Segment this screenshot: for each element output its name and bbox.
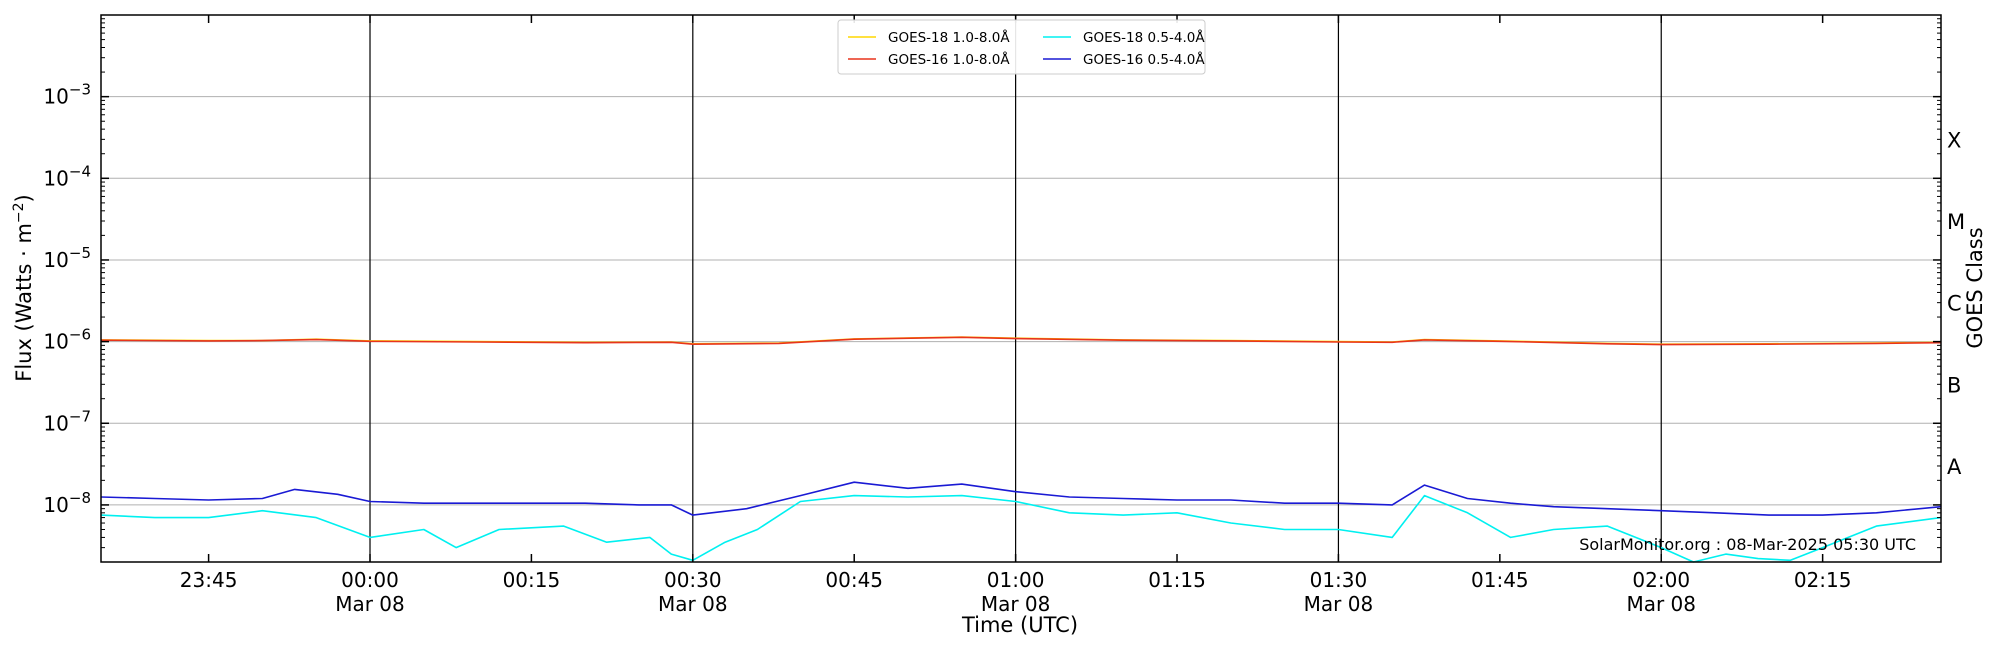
legend-label-3: GOES-16 0.5-4.0Å xyxy=(1083,51,1205,68)
x-tick-label-8: 01:45 xyxy=(1471,568,1529,592)
series-line-2 xyxy=(100,494,1942,563)
goes-class-labels: A B C M X xyxy=(1947,128,1965,479)
x-tick-label-10: 02:15 xyxy=(1794,568,1852,592)
x-tick-label-0: 23:45 xyxy=(180,568,238,592)
goes-class-label-a: A xyxy=(1947,455,1962,479)
y-tick-exponent: −6 xyxy=(69,326,91,344)
y-tick-label-3: 10−5 xyxy=(43,244,91,272)
x-tick-sublabel-3: Mar 08 xyxy=(658,592,728,616)
goes-class-label-b: B xyxy=(1947,373,1961,397)
y-axis-title-close: ) xyxy=(12,194,36,202)
x-tick-label-7: 01:30 xyxy=(1310,568,1368,592)
goes-class-axis-title: GOES Class xyxy=(1963,227,1987,348)
y-axis-title-exponent: −2 xyxy=(11,202,27,223)
legend-label-1: GOES-16 1.0-8.0Å xyxy=(888,51,1010,68)
legend-label-2: GOES-18 0.5-4.0Å xyxy=(1083,29,1205,46)
y-tick-base: 10 xyxy=(43,330,68,354)
y-tick-base: 10 xyxy=(43,248,68,272)
legend: GOES-18 1.0-8.0Å GOES-16 1.0-8.0Å GOES-18 … xyxy=(837,19,1206,75)
x-tick-sublabel-9: Mar 08 xyxy=(1626,592,1696,616)
y-tick-exponent: −4 xyxy=(69,162,91,180)
y-tick-exponent: −7 xyxy=(69,407,91,425)
plot-frame xyxy=(100,14,1942,563)
x-tick-label-4: 00:45 xyxy=(825,568,883,592)
x-tick-sublabel-7: Mar 08 xyxy=(1304,592,1374,616)
y-tick-exponent: −8 xyxy=(69,489,91,507)
x-tick-label-5: 01:00 xyxy=(987,568,1045,592)
y-axis: 10−810−710−610−510−410−3 xyxy=(43,18,1941,563)
x-tick-sublabel-1: Mar 08 xyxy=(335,592,405,616)
gridlines xyxy=(101,96,1941,506)
x-tick-label-6: 01:15 xyxy=(1148,568,1206,592)
y-tick-label-4: 10−4 xyxy=(43,162,91,190)
y-axis-title-main: Flux (Watts · m xyxy=(12,223,36,382)
day-separator-lines xyxy=(369,15,1662,562)
series-layer xyxy=(100,336,1942,563)
series-line-3 xyxy=(100,481,1942,516)
credit-text: SolarMonitor.org : 08-Mar-2025 05:30 UTC xyxy=(1579,535,1916,554)
y-tick-label-1: 10−7 xyxy=(43,407,91,435)
y-tick-label-0: 10−8 xyxy=(43,489,91,517)
y-tick-base: 10 xyxy=(43,85,68,109)
y-tick-exponent: −3 xyxy=(69,81,91,99)
y-tick-label-2: 10−6 xyxy=(43,326,91,354)
series-line-1 xyxy=(100,336,1942,346)
goes-class-label-c: C xyxy=(1947,292,1962,316)
goes-class-label-x: X xyxy=(1947,128,1961,152)
y-axis-title: Flux (Watts · m−2) xyxy=(11,194,36,382)
y-tick-base: 10 xyxy=(43,166,68,190)
legend-label-0: GOES-18 1.0-8.0Å xyxy=(888,29,1010,46)
x-tick-label-2: 00:15 xyxy=(503,568,561,592)
y-tick-label-5: 10−3 xyxy=(43,81,91,109)
y-tick-exponent: −5 xyxy=(69,244,91,262)
legend-box xyxy=(837,19,1206,75)
y-tick-base: 10 xyxy=(43,493,68,517)
goes-class-label-m: M xyxy=(1947,210,1965,234)
y-tick-base: 10 xyxy=(43,411,68,435)
x-axis-title: Time (UTC) xyxy=(961,613,1078,637)
x-tick-label-1: 00:00 xyxy=(341,568,399,592)
x-tick-label-3: 00:30 xyxy=(664,568,722,592)
x-tick-sublabel-5: Mar 08 xyxy=(981,592,1051,616)
x-tick-label-9: 02:00 xyxy=(1632,568,1690,592)
